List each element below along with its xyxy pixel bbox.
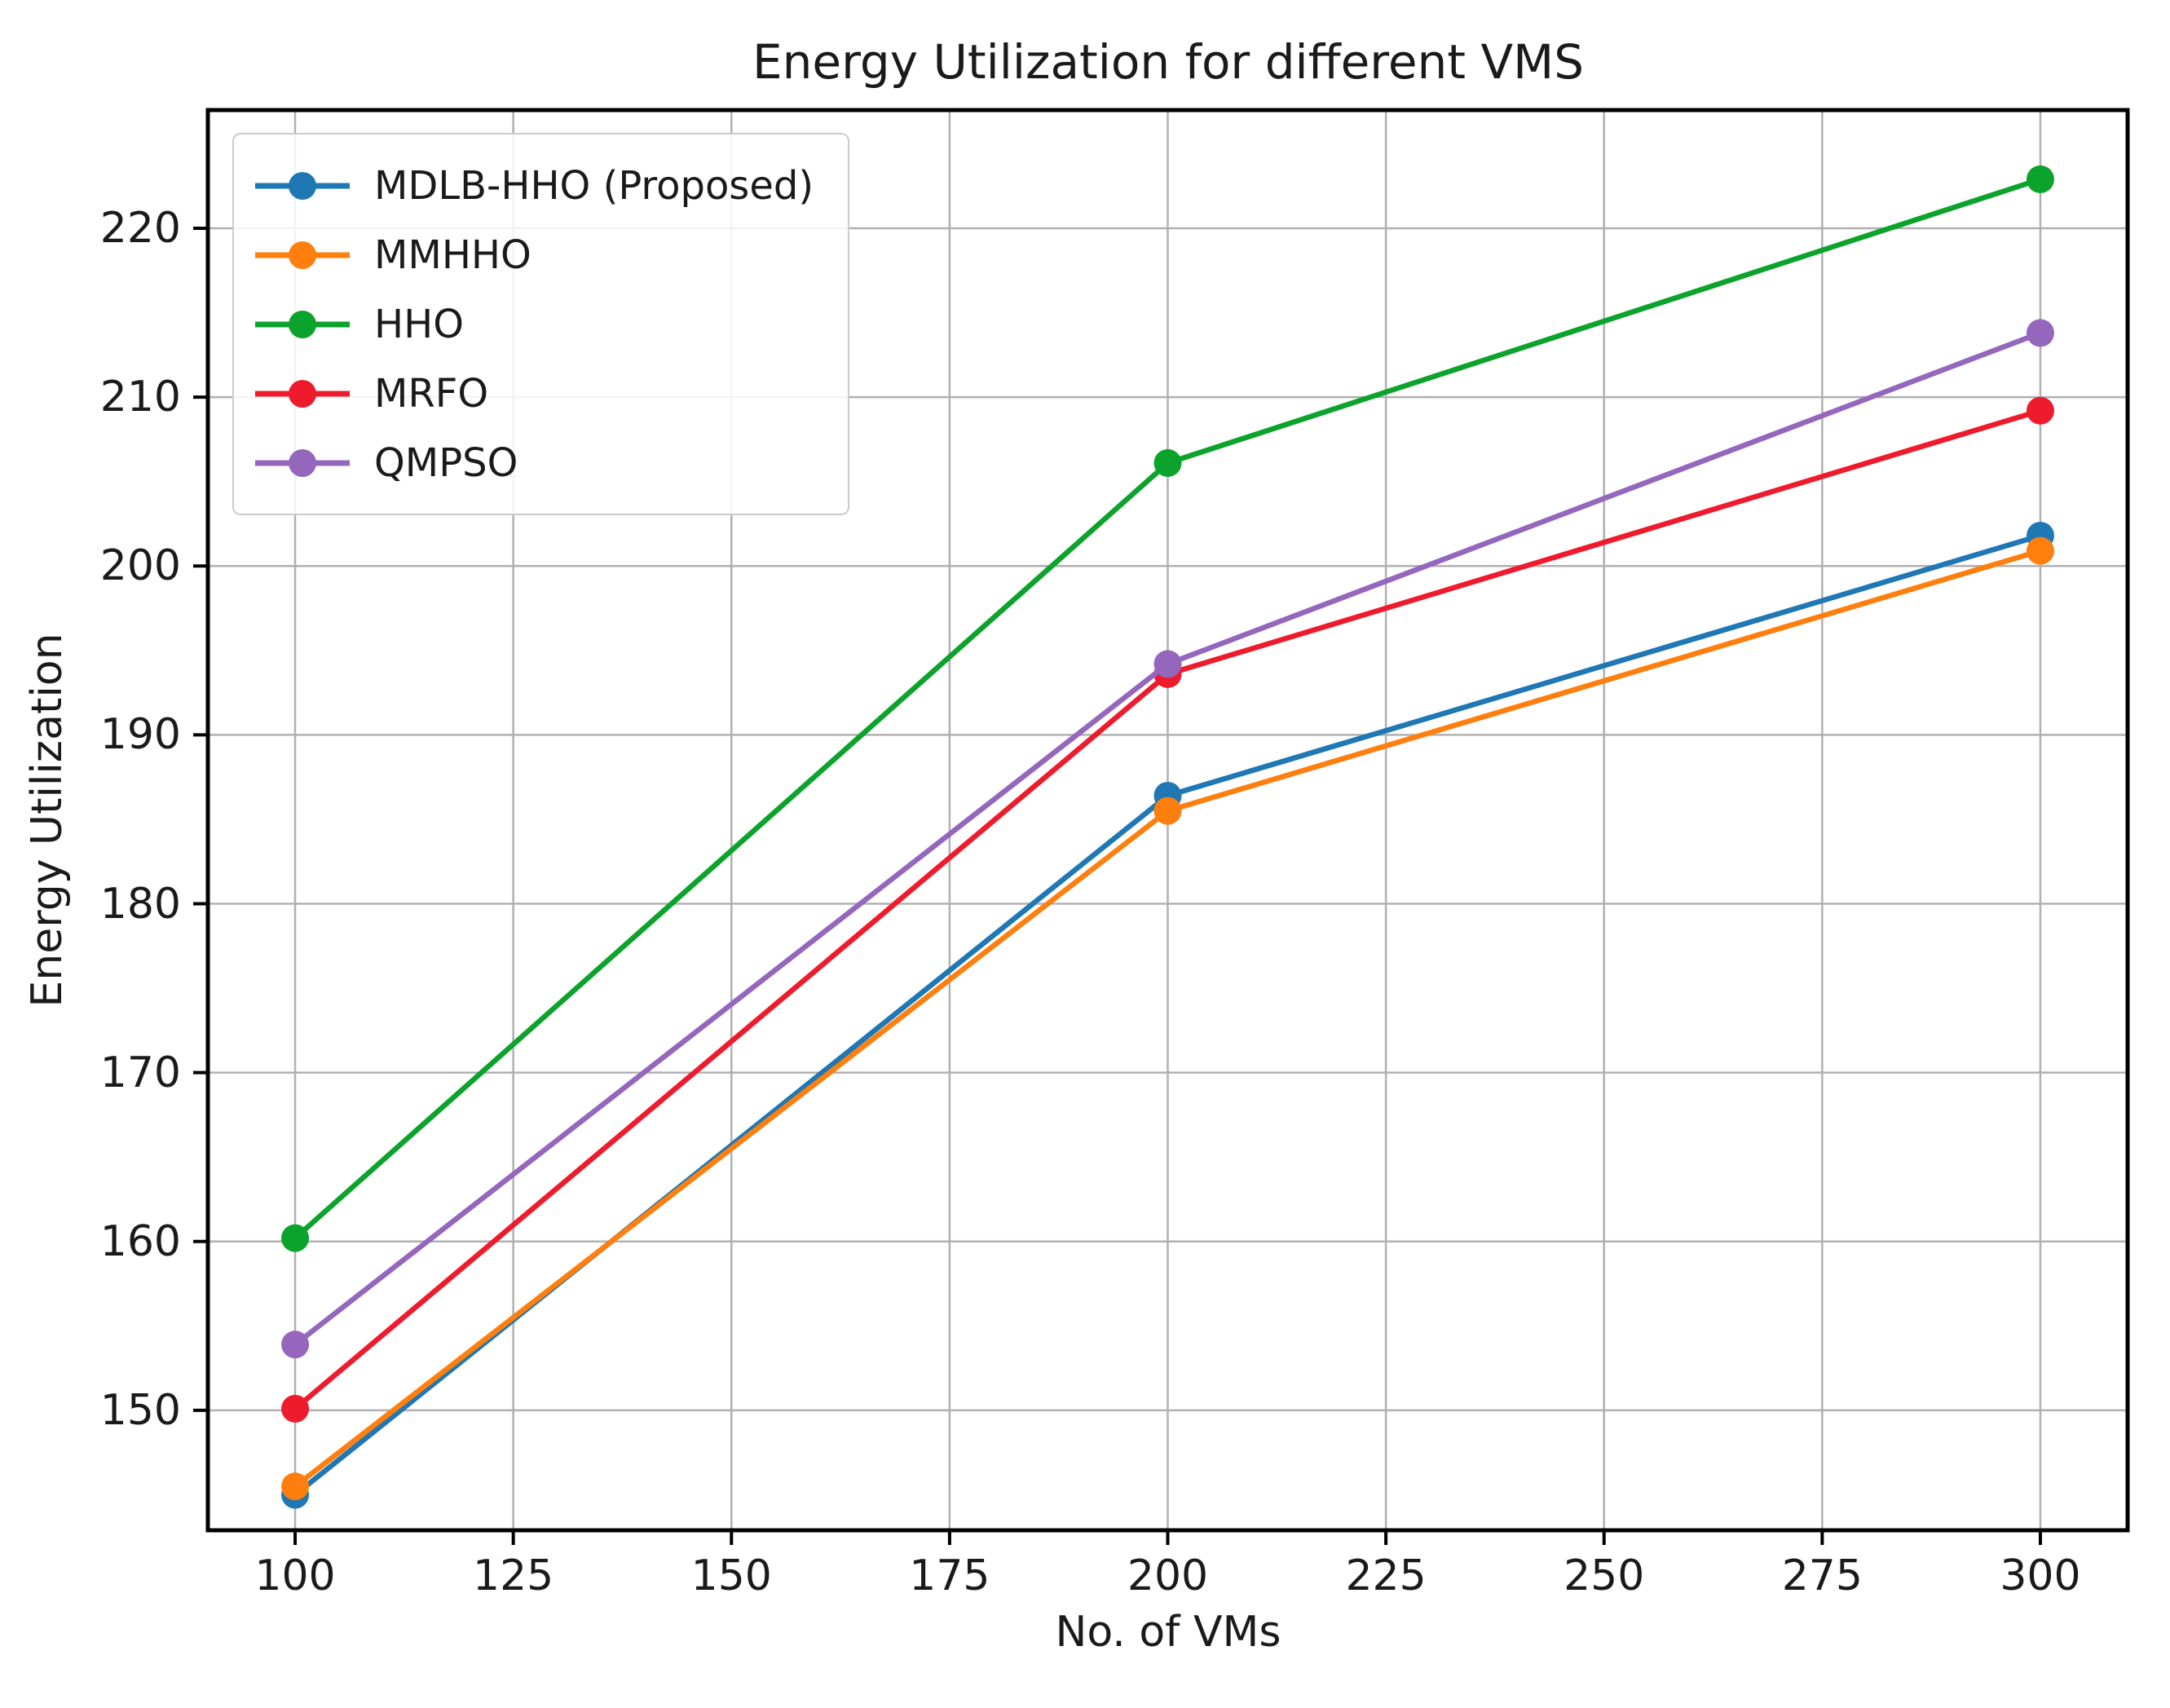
chart-title: Energy Utilization for different VMS (752, 34, 1585, 90)
legend-label: MMHHO (374, 232, 531, 278)
x-tick-label: 225 (1345, 1551, 1427, 1600)
x-tick-label: 275 (1781, 1551, 1863, 1600)
legend-line-marker-icon (255, 241, 350, 269)
legend-label: MDLB-HHO (Proposed) (374, 162, 814, 209)
legend-label: HHO (374, 301, 464, 347)
legend-item-qmpso: QMPSO (254, 428, 814, 497)
y-tick-label: 160 (99, 1216, 181, 1266)
legend-item-mrfo: MRFO (254, 359, 814, 428)
series-marker (281, 1224, 310, 1252)
y-tick-label: 220 (99, 203, 181, 253)
series-marker (281, 1472, 310, 1501)
legend: MDLB-HHO (Proposed) MMHHO HHO MRFO QMPSO (232, 133, 850, 515)
plot-frame (205, 108, 2130, 1533)
x-tick-label: 250 (1564, 1551, 1645, 1600)
x-tick-label: 125 (473, 1551, 554, 1600)
y-axis-label: Energy Utilization (23, 633, 72, 1008)
y-tick-label: 200 (99, 541, 181, 591)
series-marker (2026, 319, 2054, 347)
series-marker (281, 1394, 310, 1423)
legend-item-mdlb-hho-proposed-: MDLB-HHO (Proposed) (254, 151, 814, 220)
series-marker (281, 1331, 310, 1359)
x-tick-label: 150 (690, 1551, 772, 1600)
x-tick-label: 200 (1127, 1551, 1209, 1600)
legend-item-hho: HHO (254, 289, 814, 359)
legend-line-marker-icon (255, 379, 350, 408)
x-axis-label: No. of VMs (1055, 1608, 1281, 1657)
y-tick-label: 180 (99, 879, 181, 929)
legend-line-marker-icon (255, 310, 350, 338)
series-marker (1153, 650, 1182, 678)
series-marker (2026, 396, 2054, 425)
y-tick-label: 150 (99, 1385, 181, 1435)
x-tick-label: 175 (909, 1551, 990, 1600)
legend-item-mmhho: MMHHO (254, 220, 814, 289)
x-tick-label: 100 (254, 1551, 336, 1600)
series-marker (1153, 797, 1182, 825)
y-tick-label: 190 (99, 710, 181, 760)
series-marker (1153, 448, 1182, 477)
legend-line-marker-icon (255, 171, 350, 200)
legend-label: QMPSO (374, 439, 518, 486)
legend-label: MRFO (374, 370, 489, 417)
y-tick-label: 170 (99, 1048, 181, 1097)
legend-line-marker-icon (255, 448, 350, 477)
x-tick-label: 300 (2000, 1551, 2081, 1600)
y-tick-label: 210 (99, 373, 181, 422)
series-marker (2026, 536, 2054, 565)
series-marker (2026, 165, 2054, 193)
